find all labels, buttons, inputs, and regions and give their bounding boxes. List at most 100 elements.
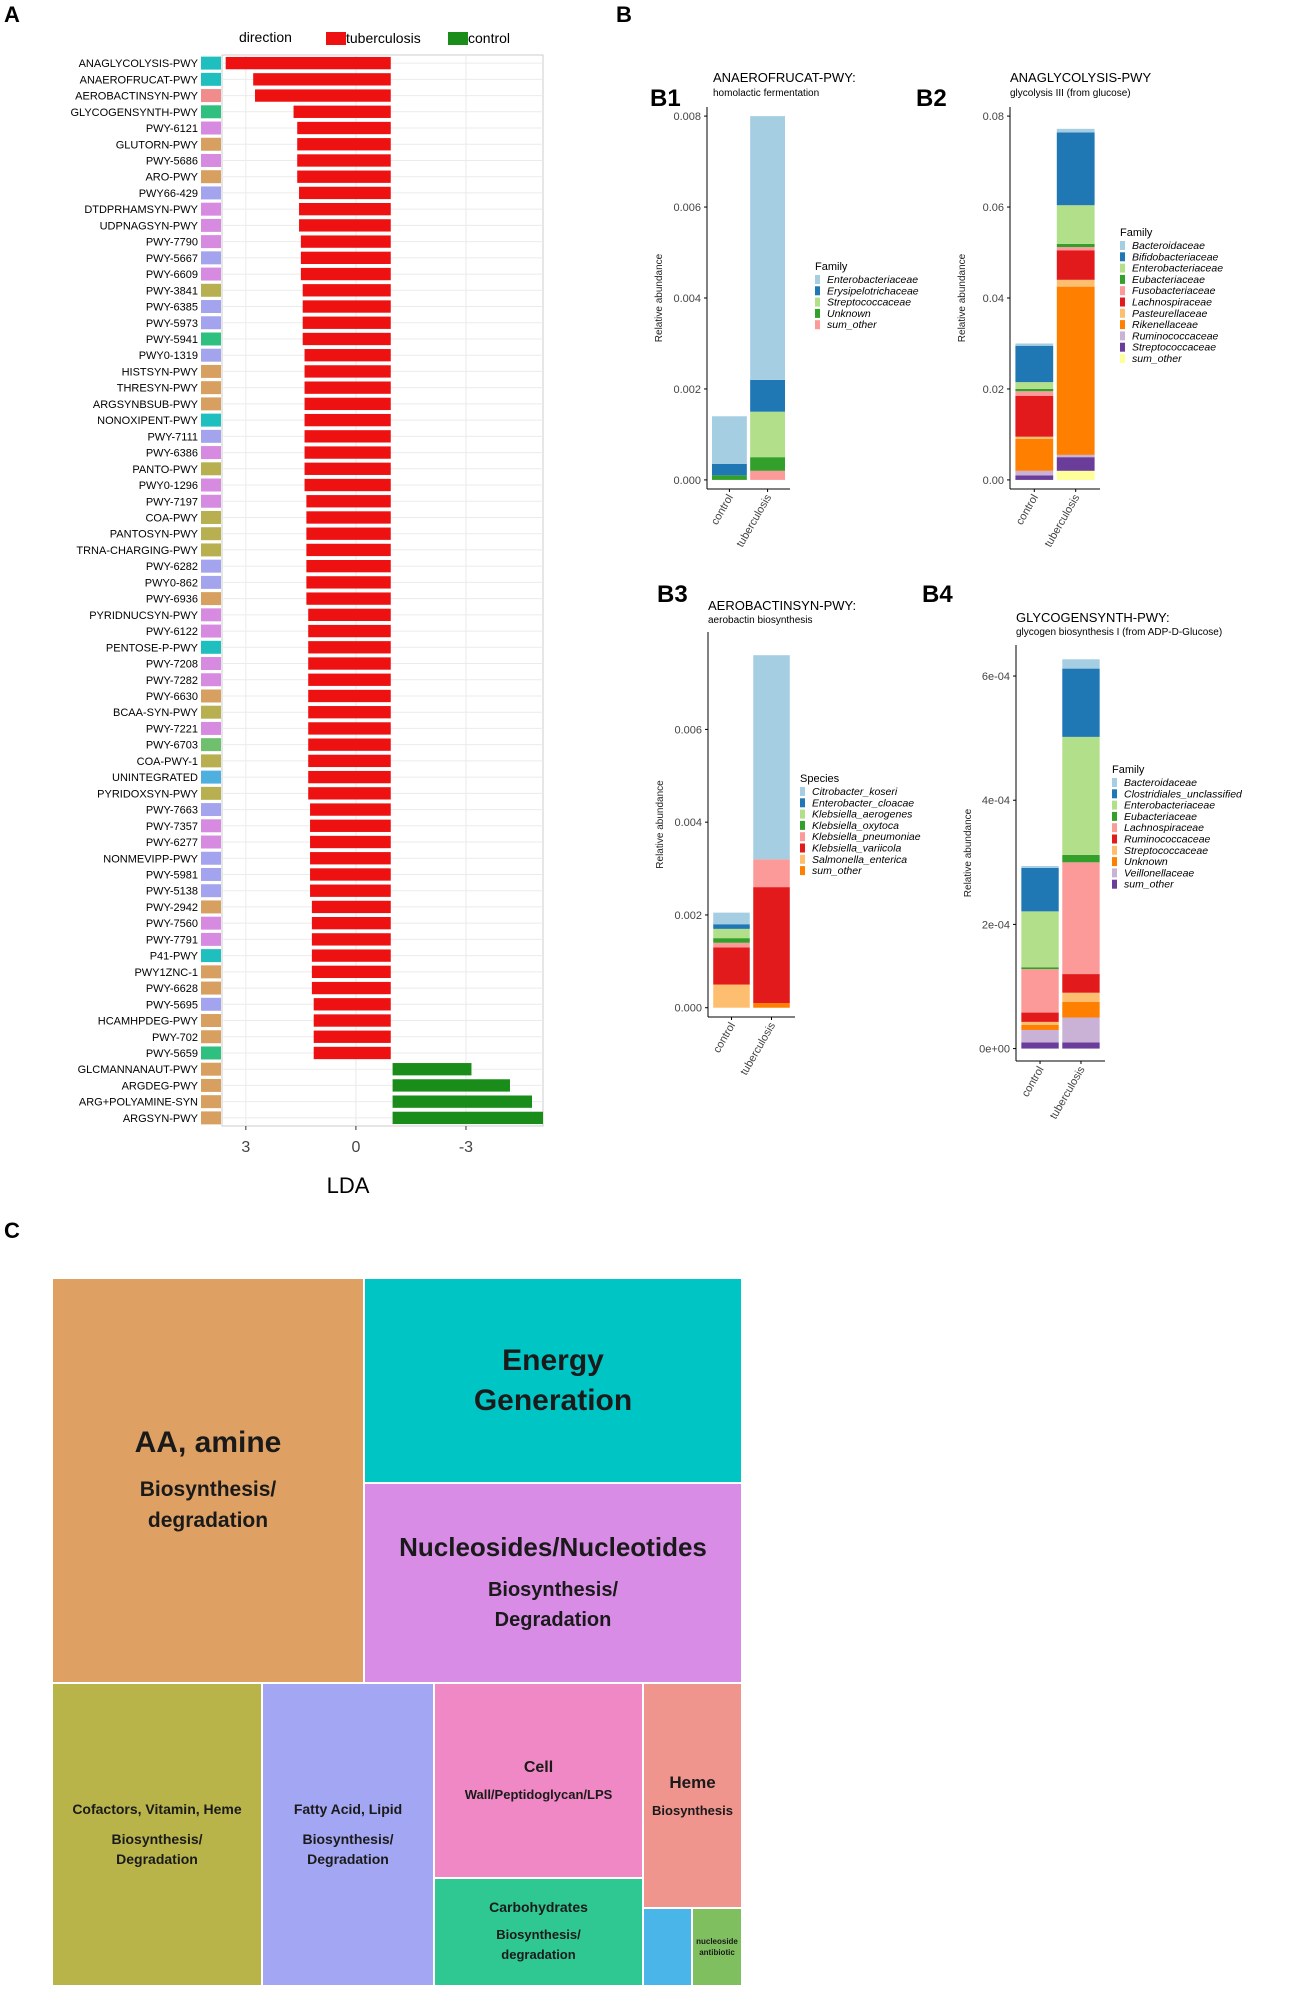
legend-label: sum_other bbox=[827, 319, 877, 331]
stacked-bar-segment bbox=[711, 475, 747, 480]
pathway-label: P41-PWY bbox=[150, 951, 199, 963]
stacked-bar-segment bbox=[1056, 279, 1095, 287]
pathway-group-swatch bbox=[201, 770, 221, 784]
pathway-group-swatch bbox=[201, 997, 221, 1011]
pathway-label: PWY-6122 bbox=[146, 626, 198, 638]
legend-swatch bbox=[815, 320, 820, 330]
pathway-label: PWY-7111 bbox=[147, 431, 198, 443]
legend-label: Klebsiella_aerogenes bbox=[812, 809, 913, 821]
panel-label-c: C bbox=[4, 1218, 20, 1243]
tile-subtitle: Biosynthesis/ Degradation bbox=[111, 1830, 203, 1867]
pathway-group-swatch bbox=[201, 527, 221, 541]
lda-bar bbox=[302, 284, 391, 297]
pathway-label: PANTOSYN-PWY bbox=[110, 529, 199, 541]
lda-bar bbox=[297, 121, 391, 135]
pathway-label: PWY0-1319 bbox=[139, 350, 198, 362]
pathway-label: PWY-5941 bbox=[146, 334, 198, 346]
legend-label: Eubacteriaceae bbox=[1124, 811, 1197, 823]
lda-bar bbox=[308, 608, 391, 622]
stacked-bar-segment bbox=[1015, 382, 1054, 389]
legend-label: Streptococcaceae bbox=[1124, 845, 1208, 857]
subplot-title: AEROBACTINSYN-PWY: bbox=[708, 598, 856, 613]
lda-bar bbox=[306, 543, 391, 557]
pathway-label: PWY-6282 bbox=[146, 561, 198, 573]
legend-swatch bbox=[800, 787, 805, 796]
lda-bar bbox=[310, 868, 391, 881]
y-tick-label: 0.004 bbox=[673, 293, 701, 305]
stacked-bar-segment bbox=[1056, 454, 1095, 458]
legend-swatch bbox=[1112, 811, 1117, 821]
lda-bar bbox=[310, 803, 391, 816]
lda-bar bbox=[300, 251, 391, 265]
stacked-bar-segment bbox=[753, 655, 790, 860]
stacked-bar-segment bbox=[753, 859, 790, 888]
pathway-group-swatch bbox=[201, 592, 221, 606]
lda-bar bbox=[304, 349, 391, 362]
pathway-group-swatch bbox=[201, 916, 221, 930]
pathway-label: PWY-3841 bbox=[146, 285, 198, 297]
pathway-group-swatch bbox=[201, 624, 221, 638]
legend-label: Klebsiella_oxytoca bbox=[812, 820, 899, 832]
lda-bar bbox=[302, 316, 391, 329]
pathway-group-swatch bbox=[201, 413, 221, 427]
pathway-group-swatch bbox=[201, 267, 221, 281]
stacked-bar-segment bbox=[1015, 438, 1054, 471]
pathway-group-swatch bbox=[201, 121, 221, 135]
pathway-group-swatch bbox=[201, 884, 221, 898]
treemap-tile-aa: AA, amine Biosynthesis/ degradation bbox=[52, 1278, 364, 1683]
lda-bar bbox=[302, 300, 391, 313]
pathway-group-swatch bbox=[201, 510, 221, 524]
stacked-bar-segment bbox=[711, 416, 747, 464]
tile-subtitle: Biosynthesis/ degradation bbox=[139, 1477, 277, 1532]
x-tick-label: tuberculosis bbox=[734, 492, 774, 549]
legend-swatch bbox=[815, 297, 820, 307]
lda-bar bbox=[313, 1046, 391, 1060]
legend-swatch bbox=[1120, 308, 1125, 318]
legend-label: sum_other bbox=[812, 865, 862, 877]
lda-bar bbox=[392, 1079, 510, 1092]
tile-subtitle: Biosynthesis/ degradation bbox=[496, 1927, 581, 1962]
pathway-group-swatch bbox=[201, 381, 221, 395]
stacked-bar-segment bbox=[1015, 395, 1054, 437]
legend-title: Family bbox=[1112, 764, 1145, 776]
lda-bar bbox=[308, 706, 391, 719]
stacked-bar-segment bbox=[750, 379, 786, 412]
stacked-bar-segment bbox=[1062, 659, 1100, 669]
stacked-bar-segment bbox=[1056, 128, 1095, 133]
pathway-group-swatch bbox=[201, 300, 221, 314]
panel-label-b3: B3 bbox=[657, 581, 688, 608]
panel-label-b4: B4 bbox=[922, 581, 953, 608]
lda-bar bbox=[302, 332, 391, 346]
stacked-bar-segment bbox=[750, 470, 786, 480]
pathway-group-swatch bbox=[201, 170, 221, 184]
legend-label: Lachnospiraceae bbox=[1124, 822, 1204, 834]
lda-bar bbox=[304, 413, 391, 427]
legend-label: Enterobacteriaceae bbox=[827, 274, 918, 286]
legend-swatch bbox=[1120, 274, 1125, 284]
legend-label: Streptococcaceae bbox=[827, 297, 911, 309]
tile-title: nucleoside antibiotic bbox=[696, 1937, 738, 1957]
legend-label: Streptococcaceae bbox=[1132, 342, 1216, 354]
lda-bar bbox=[304, 446, 391, 459]
pathway-group-swatch bbox=[201, 429, 221, 443]
stacked-bar-segment bbox=[713, 984, 750, 1008]
stacked-bar-segment bbox=[1015, 391, 1054, 396]
pathway-label: ARGSYNBSUB-PWY bbox=[93, 399, 199, 411]
y-tick-label: 0.08 bbox=[983, 111, 1004, 123]
lda-bar bbox=[311, 949, 391, 962]
pathway-group-swatch bbox=[201, 640, 221, 654]
stacked-bar-segment bbox=[1015, 345, 1054, 383]
legend-label: Veillonellaceae bbox=[1124, 867, 1194, 879]
legend-label: sum_other bbox=[1124, 879, 1174, 891]
subplot-title: ANAGLYCOLYSIS-PWY bbox=[1010, 70, 1151, 85]
treemap-panel: AA, amine Biosynthesis/ degradation Ener… bbox=[52, 1278, 742, 1986]
legend-label: Pasteurellaceae bbox=[1132, 308, 1207, 320]
lda-bar bbox=[310, 819, 391, 832]
lda-bar bbox=[313, 1014, 391, 1027]
pathway-label: ARO-PWY bbox=[145, 172, 198, 184]
pathway-label: PWY-7208 bbox=[146, 659, 198, 671]
pathway-group-swatch bbox=[201, 446, 221, 460]
lda-bar bbox=[310, 835, 391, 849]
legend-swatch bbox=[800, 854, 805, 864]
lda-bar bbox=[311, 981, 391, 995]
